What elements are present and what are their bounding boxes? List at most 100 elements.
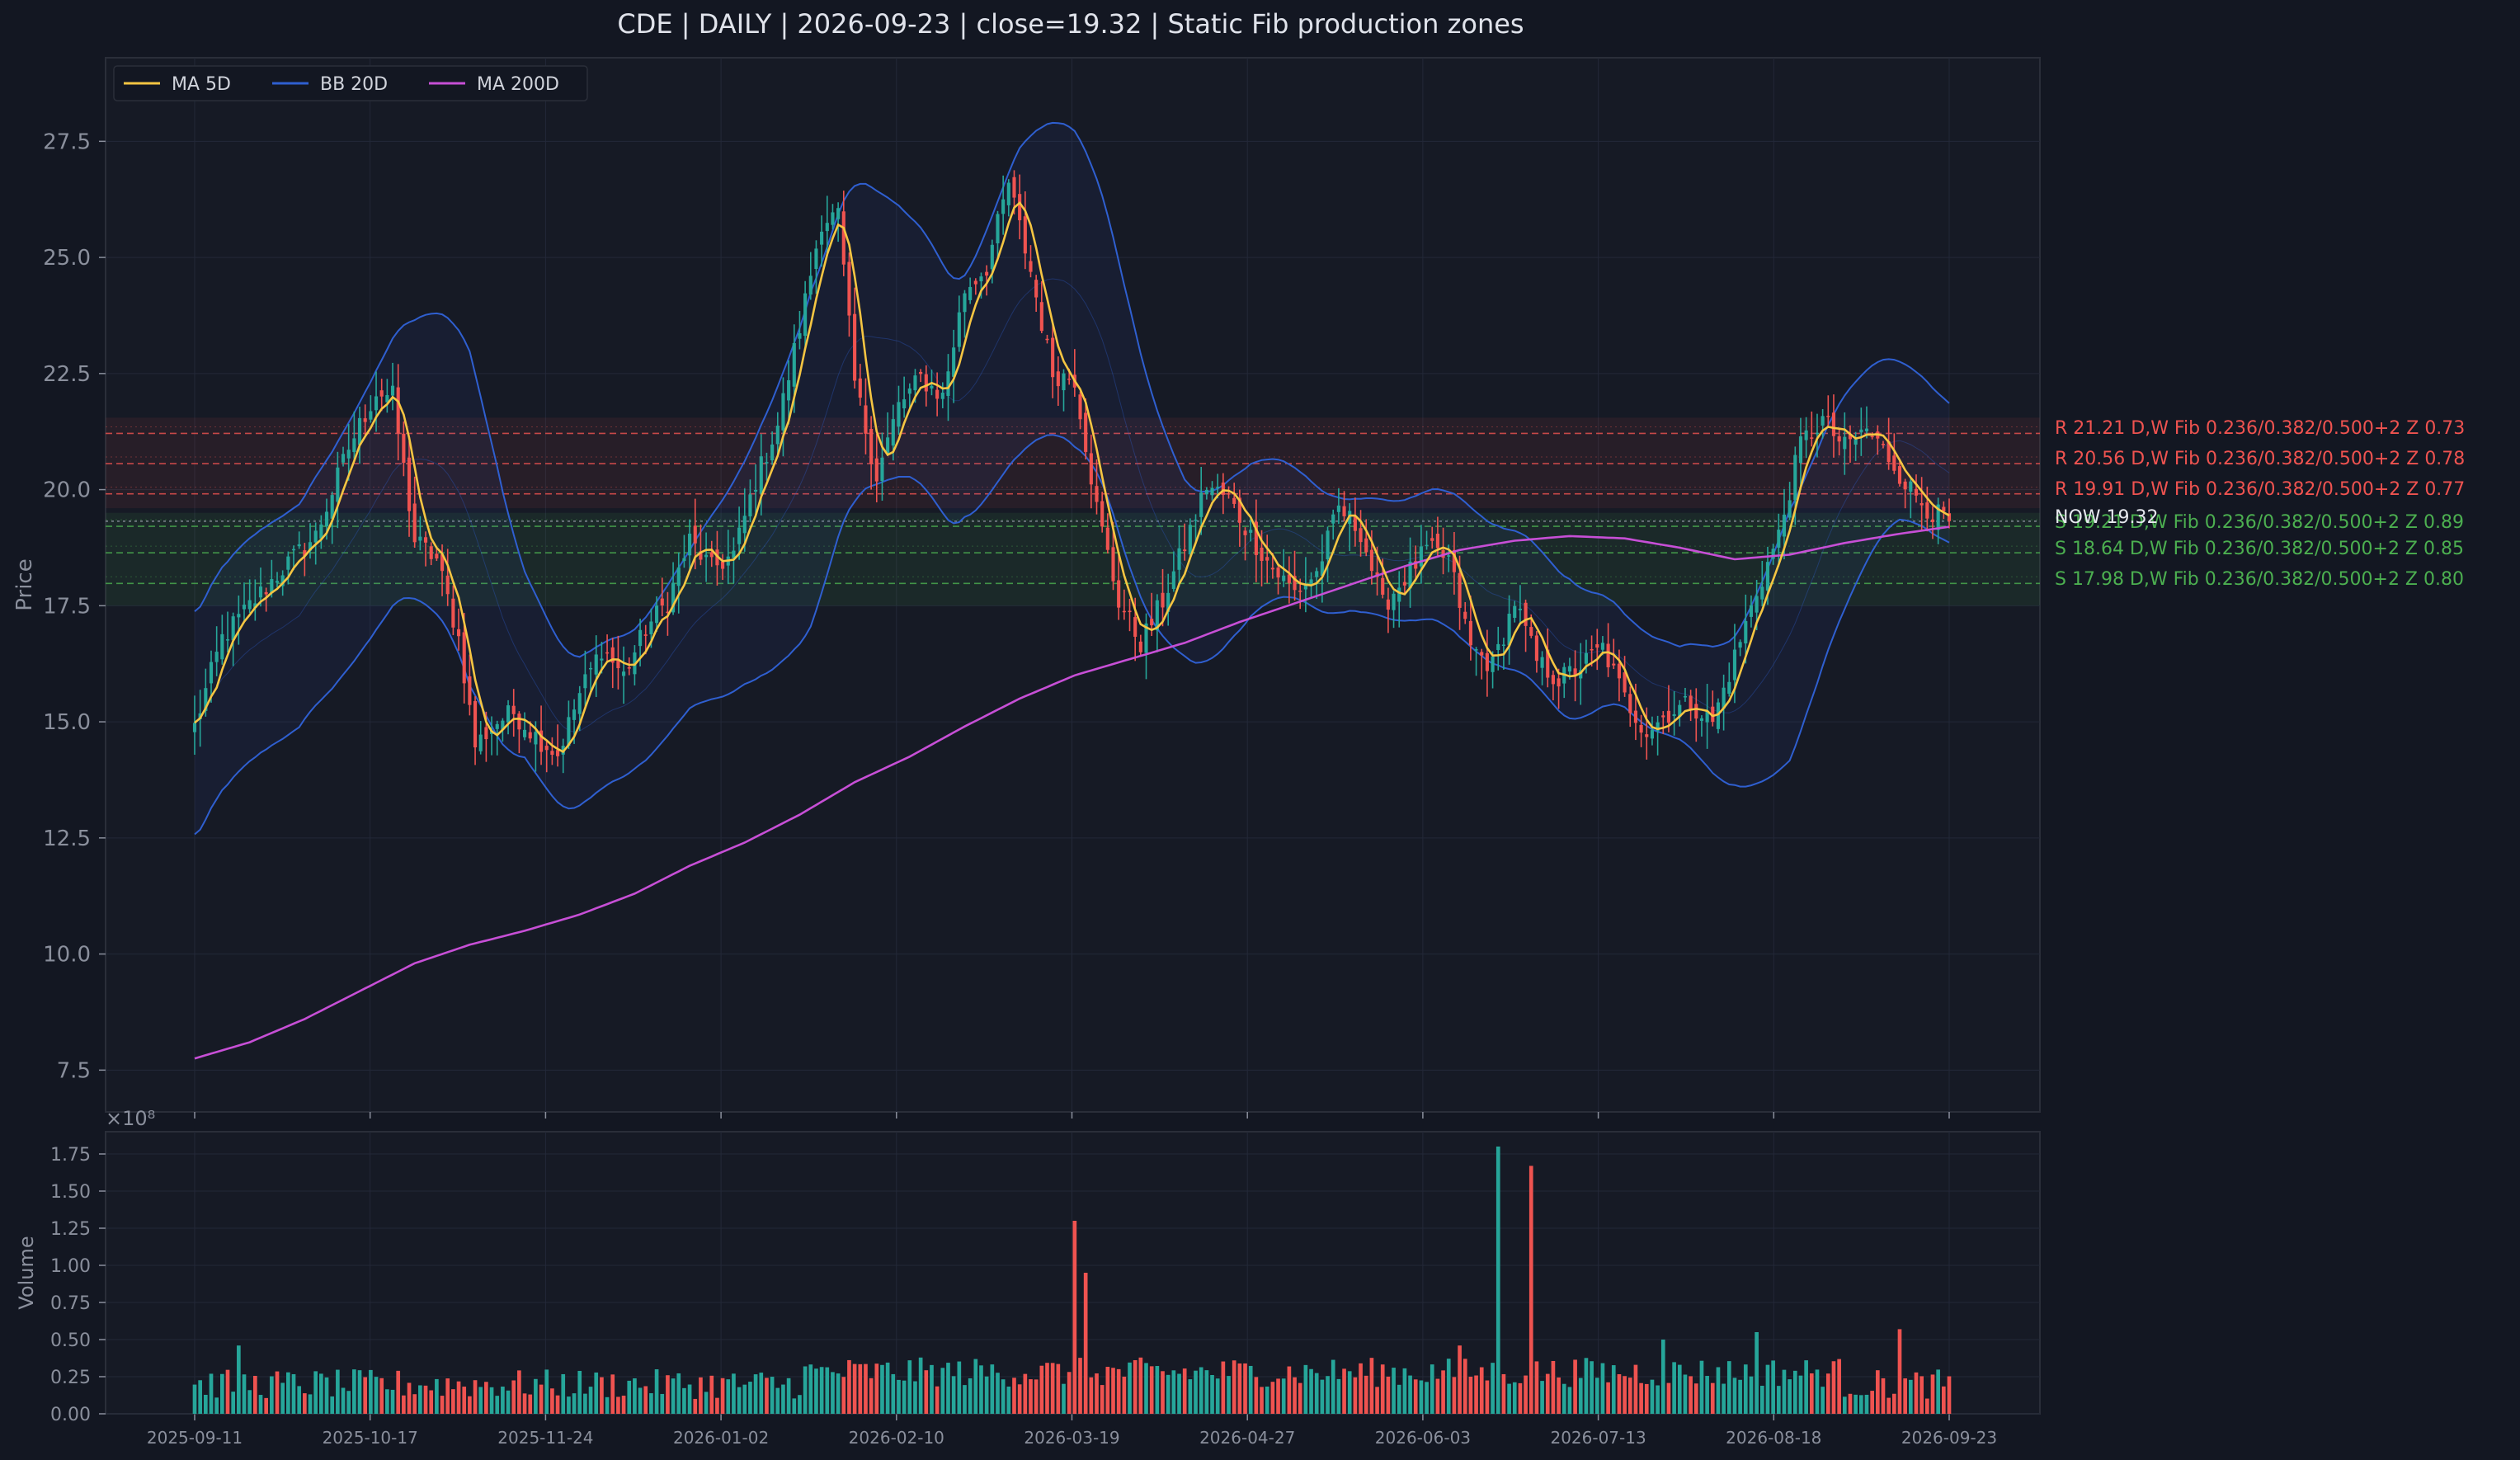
candle-body <box>1023 216 1027 254</box>
candle-body <box>704 554 709 558</box>
x-tick-label: 2025-09-11 <box>147 1428 243 1448</box>
volume-bar <box>1270 1382 1275 1414</box>
candle-body <box>291 549 296 551</box>
candle-body <box>1150 619 1154 626</box>
candle-body <box>1056 371 1060 387</box>
candle-body <box>1144 623 1148 653</box>
candle-body <box>1821 416 1825 426</box>
candle-body <box>407 457 412 511</box>
candle-body <box>1546 649 1550 678</box>
volume-bar <box>225 1369 230 1414</box>
volume-bar <box>605 1396 610 1414</box>
candle-body <box>396 387 400 434</box>
candle-body <box>1183 549 1187 552</box>
candle-body <box>379 390 384 397</box>
candle-body <box>418 536 422 541</box>
candle-body <box>435 553 439 559</box>
volume-bar <box>528 1394 533 1414</box>
candle-body <box>1369 549 1373 572</box>
volume-bar <box>319 1373 323 1414</box>
volume-bar <box>1331 1359 1335 1414</box>
volume-bar <box>237 1345 241 1414</box>
candle-body <box>1612 663 1616 666</box>
volume-bar <box>1689 1376 1693 1414</box>
volume-bar <box>1627 1378 1632 1414</box>
candle-body <box>1782 514 1787 537</box>
x-tick-label: 2025-11-24 <box>497 1428 593 1448</box>
candle-body <box>1293 576 1297 591</box>
volume-bar <box>1540 1381 1544 1414</box>
candle-body <box>1331 514 1335 524</box>
volume-bar <box>621 1395 626 1414</box>
volume-bar <box>1017 1384 1022 1414</box>
y-tick-label: 1.00 <box>50 1256 91 1277</box>
volume-bar <box>786 1378 791 1414</box>
volume-bar <box>798 1395 802 1414</box>
volume-bar <box>456 1381 461 1414</box>
volume-bar <box>445 1378 450 1414</box>
volume-bar <box>1501 1373 1506 1414</box>
candle-body <box>572 709 577 720</box>
candle-body <box>1518 608 1522 610</box>
volume-bar <box>1326 1376 1330 1414</box>
volume-bar <box>1116 1368 1121 1414</box>
volume-bar <box>440 1396 445 1414</box>
volume-bar <box>858 1363 863 1414</box>
candle-body <box>1320 561 1324 577</box>
volume-bar <box>1446 1359 1451 1414</box>
volume-bar <box>429 1390 434 1414</box>
candle-body <box>357 417 362 445</box>
candle-body <box>1529 627 1533 636</box>
volume-bar <box>957 1361 962 1414</box>
candle-body <box>1270 568 1274 570</box>
candle-body <box>880 457 884 482</box>
volume-bar <box>303 1393 307 1414</box>
candle-body <box>1788 500 1792 518</box>
volume-bar <box>1425 1382 1429 1414</box>
candle-body <box>1683 695 1688 698</box>
volume-bar <box>286 1372 290 1414</box>
candle-body <box>699 551 703 560</box>
candle-body <box>1468 620 1472 646</box>
candle-body <box>319 524 323 539</box>
volume-bar <box>1161 1371 1165 1414</box>
candle-body <box>352 438 356 453</box>
volume-bar <box>1232 1360 1236 1414</box>
candle-body <box>231 616 235 641</box>
volume-bar <box>412 1394 417 1414</box>
legend-label: BB 20D <box>320 74 388 95</box>
volume-bar <box>918 1357 923 1414</box>
volume-bar <box>1122 1376 1127 1414</box>
volume-bar <box>1693 1383 1698 1414</box>
candle-body <box>495 723 499 729</box>
volume-bar <box>1336 1378 1341 1414</box>
candle-body <box>297 544 301 547</box>
volume-bar <box>803 1366 808 1414</box>
candle-body <box>308 542 313 551</box>
volume-bar <box>1194 1370 1198 1414</box>
volume-bar <box>291 1373 296 1414</box>
volume-bar <box>913 1381 917 1414</box>
volume-bar <box>1254 1377 1259 1414</box>
volume-bar <box>1188 1379 1193 1414</box>
volume-bar <box>610 1374 615 1414</box>
volume-bar <box>402 1395 406 1414</box>
candle-body <box>996 214 1000 243</box>
candle-body <box>935 389 940 399</box>
candle-body <box>1029 261 1033 272</box>
volume-bar <box>1392 1368 1396 1414</box>
candle-body <box>1359 528 1363 543</box>
candle-body <box>567 717 571 746</box>
candle-body <box>748 494 752 517</box>
candle-body <box>1755 596 1759 613</box>
candle-body <box>1881 444 1886 445</box>
volume-bar <box>781 1384 785 1414</box>
candle-body <box>468 676 472 705</box>
y-tick-label: 1.75 <box>50 1145 91 1166</box>
volume-bar <box>1924 1398 1929 1414</box>
candle-body <box>1188 525 1192 555</box>
volume-bar <box>638 1387 643 1414</box>
volume-bar <box>1402 1368 1407 1414</box>
volume-axis-label: Volume <box>15 1236 38 1309</box>
volume-bar <box>990 1364 995 1414</box>
